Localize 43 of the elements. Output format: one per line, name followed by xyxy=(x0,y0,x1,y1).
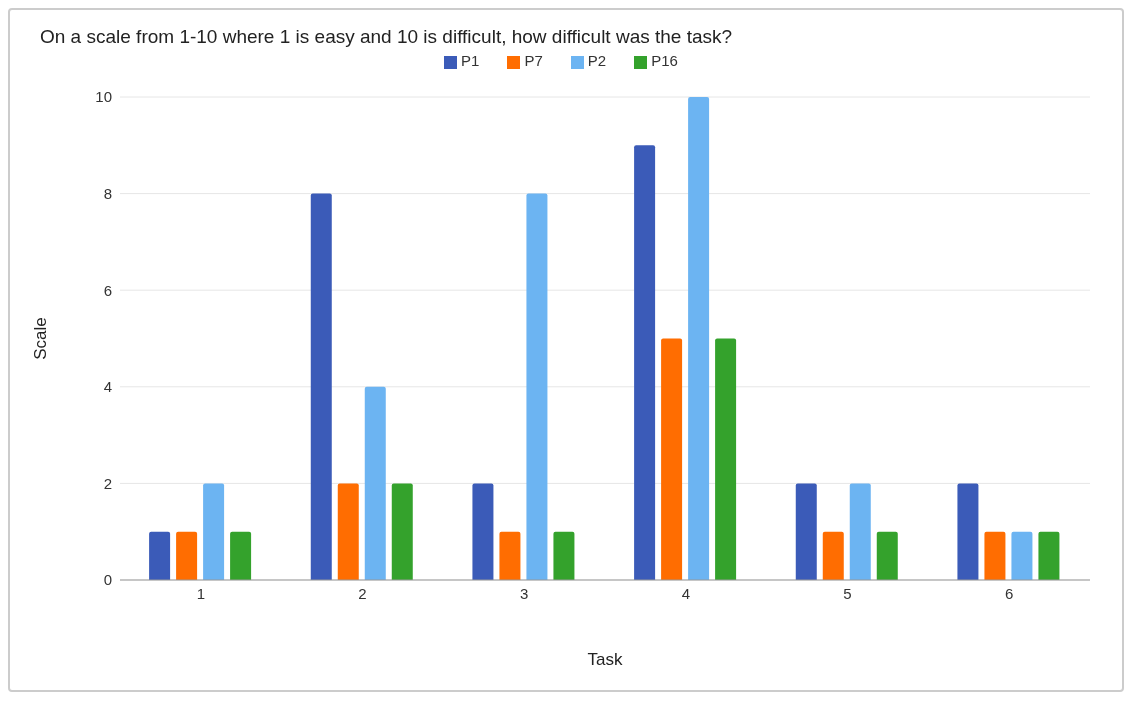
y-tick-label: 0 xyxy=(103,571,112,589)
bar xyxy=(634,145,656,580)
bar xyxy=(957,483,979,580)
legend-label: P2 xyxy=(587,52,607,69)
legend-label: P7 xyxy=(524,52,543,69)
legend-label: P1 xyxy=(461,52,480,69)
bar xyxy=(849,483,871,580)
bar xyxy=(1011,531,1033,580)
x-axis-title: Task xyxy=(587,650,623,669)
x-tick-label: 4 xyxy=(681,584,691,602)
x-tick-label: 1 xyxy=(196,584,206,602)
y-tick-label: 4 xyxy=(103,378,112,396)
bar xyxy=(203,483,225,580)
bar xyxy=(715,338,737,580)
bar xyxy=(176,531,198,580)
y-axis-title: Scale xyxy=(31,317,51,360)
bar xyxy=(230,531,252,580)
bar xyxy=(391,483,413,580)
x-tick-label: 5 xyxy=(843,584,852,602)
chart-title: On a scale from 1-10 where 1 is easy and 10 is difficult, how difficult was the task? xyxy=(40,26,733,48)
y-tick-label: 6 xyxy=(103,281,112,299)
x-tick-label: 2 xyxy=(358,584,367,602)
legend-label: P16 xyxy=(651,52,678,69)
y-tick-label: 8 xyxy=(103,184,112,202)
y-tick-label: 2 xyxy=(103,474,112,492)
bar xyxy=(337,483,359,580)
bar xyxy=(553,531,575,580)
bar xyxy=(472,483,494,580)
bar xyxy=(499,531,521,580)
bar xyxy=(1038,531,1060,580)
x-tick-label: 3 xyxy=(519,584,529,602)
bar xyxy=(149,531,171,580)
bar xyxy=(795,483,817,580)
bar xyxy=(876,531,898,580)
bar xyxy=(688,97,710,580)
x-tick-label: 6 xyxy=(1004,584,1014,602)
bar xyxy=(984,531,1006,580)
bar xyxy=(822,531,844,580)
bar xyxy=(526,193,548,580)
bar xyxy=(364,386,386,580)
bar xyxy=(661,338,683,580)
y-tick-label: 10 xyxy=(95,88,112,106)
bar xyxy=(310,193,332,580)
